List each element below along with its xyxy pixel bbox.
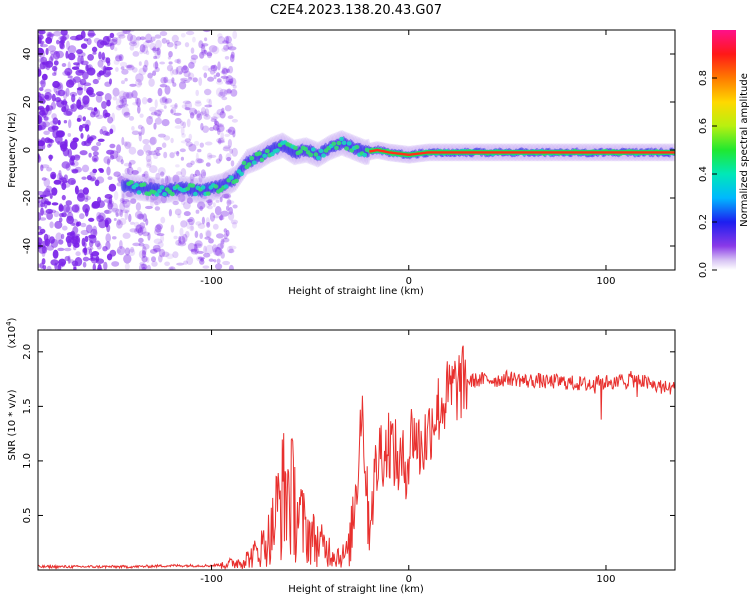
- spectrogram-y-tick-label: 0: [22, 147, 33, 153]
- colorbar-tick-label: 0.6: [698, 118, 709, 134]
- colorbar-tick-label: 0.4: [698, 166, 709, 182]
- snr-y-multiplier: (x104): [5, 317, 18, 348]
- snr-x-tick-label: 100: [596, 574, 615, 585]
- snr-frame: [37, 329, 676, 571]
- snr-y-tick-label: 2.0: [22, 344, 33, 360]
- spectrogram-y-label: Frequency (Hz): [7, 112, 18, 188]
- spectral-ridge: [120, 130, 675, 204]
- snr-axes: -100 0 100 0.5 1.0 1.5 2.0: [22, 330, 675, 585]
- snr-y-tick-label: 1.0: [22, 453, 33, 469]
- snr-panel: -100 0 100 0.5 1.0 1.5 2.0 Height of straight …: [5, 317, 676, 595]
- snr-y-tick-label: 1.5: [22, 398, 33, 414]
- figure-title: C2E4.2023.138.20.43.G07: [270, 3, 442, 18]
- colorbar-label: Normalized spectral amplitude: [739, 73, 750, 227]
- colorbar-tick-label: 0.0: [698, 262, 709, 278]
- spectrogram-x-label: Height of straight line (km): [288, 286, 424, 297]
- spectrogram-axes: -100 0 100 -40 -20 0 20 40: [22, 30, 675, 287]
- colorbar-gradient: [712, 30, 736, 270]
- snr-y-label: SNR (10 * v/v): [7, 389, 18, 460]
- colorbar-axes: 0.0 0.2 0.4 0.6 0.8: [698, 70, 717, 278]
- snr-x-label: Height of straight line (km): [288, 584, 424, 595]
- spectrogram-y-tick-label: 20: [22, 96, 33, 109]
- snr-line: [38, 345, 675, 570]
- snr-y-tick-label: 0.5: [22, 508, 33, 524]
- snr-x-tick-label: -100: [200, 574, 223, 585]
- colorbar: 0.0 0.2 0.4 0.6 0.8 Normalized spectral ampl…: [698, 30, 750, 278]
- spectrogram-y-tick-label: -40: [22, 238, 33, 254]
- colorbar-tick-label: 0.8: [698, 70, 709, 86]
- snr-plot-area: [38, 345, 675, 570]
- colorbar-tick-label: 0.2: [698, 214, 709, 230]
- spectrogram-panel: -100 0 100 -40 -20 0 20 40 Height of straight l…: [7, 29, 676, 297]
- spectrogram-y-tick-label: 40: [22, 48, 33, 61]
- snr-x-tick-label: 0: [406, 574, 412, 585]
- spectrogram-plot-area: [38, 30, 675, 270]
- noise-blobs: [38, 30, 238, 270]
- spectrogram-x-tick-label: -100: [200, 276, 223, 287]
- spectrogram-y-tick-label: -20: [22, 190, 33, 206]
- spectrogram-x-tick-label: 0: [406, 276, 412, 287]
- spectrogram-x-tick-label: 100: [596, 276, 615, 287]
